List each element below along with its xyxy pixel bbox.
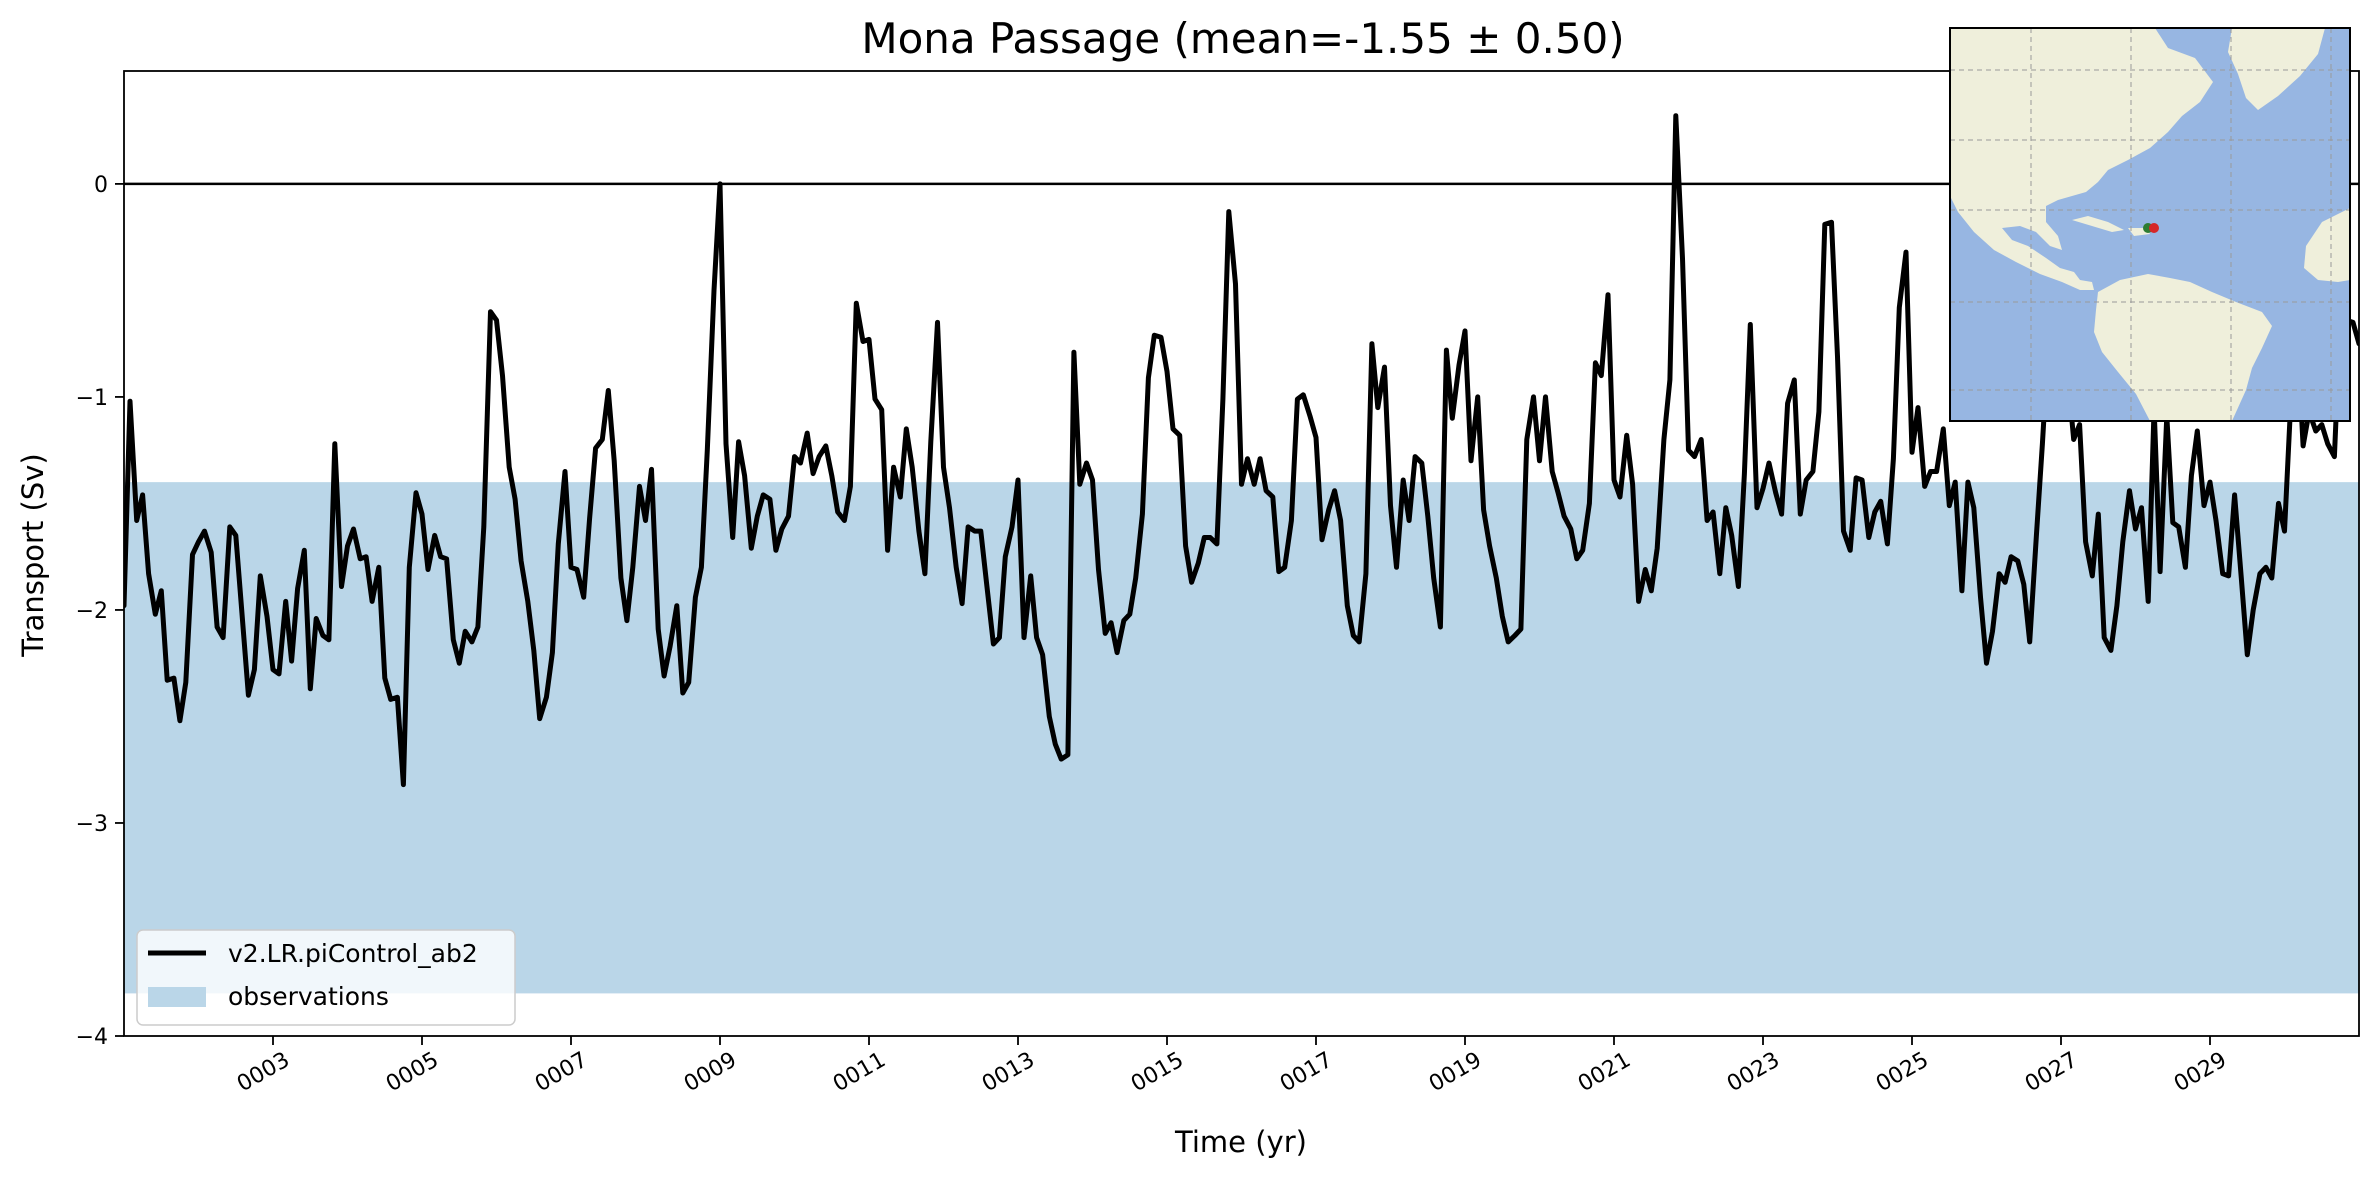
legend-label-observations: observations — [228, 982, 389, 1011]
map-land-north-america — [1950, 28, 2213, 290]
x-tick-label: 0011 — [829, 1048, 890, 1098]
x-tick-label: 0027 — [2021, 1048, 2082, 1098]
y-tick-label: 0 — [94, 173, 108, 198]
series-line-v2-lr-picontrol-ab2 — [124, 113, 2359, 788]
map-land-africa — [2304, 208, 2350, 282]
map-gridlines — [1950, 28, 2350, 421]
x-tick-label: 0009 — [680, 1048, 741, 1098]
y-tick-label: −4 — [76, 1025, 108, 1050]
x-tick-label: 0015 — [1127, 1048, 1188, 1098]
x-tick-label: 0029 — [2170, 1048, 2231, 1098]
x-tick-label: 0019 — [1425, 1048, 1486, 1098]
y-tick-label: −2 — [76, 599, 108, 624]
legend: v2.LR.piControl_ab2 observations — [136, 929, 516, 1026]
x-tick-label: 0013 — [978, 1048, 1039, 1098]
x-axis: 0003 0005 0007 0009 0011 0013 0015 0017 0019 0021… — [233, 1036, 2231, 1097]
plot-area — [123, 70, 2360, 1037]
legend-frame — [136, 929, 516, 1026]
observations-band — [124, 482, 2359, 994]
map-land-cuba — [2072, 216, 2124, 232]
y-axis: 0 −1 −2 −3 −4 — [76, 173, 124, 1050]
chart-title: Mona Passage (mean=-1.55 ± 0.50) — [861, 14, 1624, 63]
x-tick-label: 0005 — [382, 1048, 443, 1098]
map-land-south-america — [2094, 274, 2272, 421]
plot-frame — [123, 70, 2360, 1037]
x-tick-label: 0023 — [1723, 1048, 1784, 1098]
map-marker-red — [2149, 223, 2159, 233]
y-tick-label: −3 — [76, 812, 108, 837]
inset-map-frame — [1949, 27, 2351, 422]
inset-location-map — [1949, 27, 2351, 422]
y-tick-label: −1 — [76, 386, 108, 411]
x-tick-label: 0025 — [1872, 1048, 1933, 1098]
y-axis-label: Transport (Sv) — [16, 453, 50, 658]
x-axis-label: Time (yr) — [1174, 1125, 1307, 1159]
legend-label-series: v2.LR.piControl_ab2 — [228, 939, 478, 968]
x-tick-label: 0017 — [1276, 1048, 1337, 1098]
x-tick-label: 0003 — [233, 1048, 294, 1098]
legend-swatch-observations — [148, 987, 206, 1007]
x-tick-label: 0007 — [531, 1048, 592, 1098]
map-land-greenland — [2228, 28, 2325, 110]
x-tick-label: 0021 — [1574, 1048, 1635, 1098]
